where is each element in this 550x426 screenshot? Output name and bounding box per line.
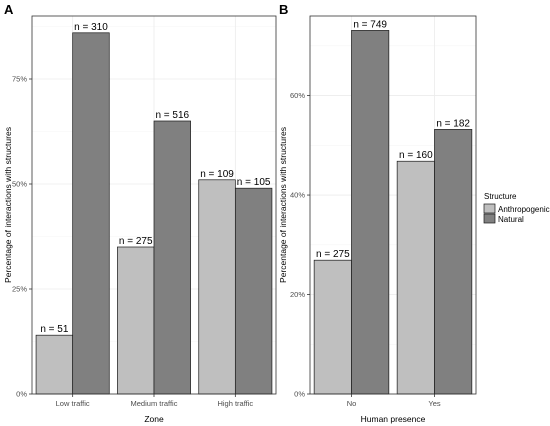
panel-b-count-label: n = 749 [353, 19, 387, 30]
panel-a-count-label: n = 105 [237, 177, 271, 188]
panel-b-y-tick-label: 0% [294, 390, 305, 399]
panel-b-tag: B [279, 2, 288, 17]
legend-key-natural [483, 213, 496, 224]
panel-b-bar-anthropogenic-2 [396, 160, 435, 395]
panel-a-count-label: n = 275 [119, 236, 153, 247]
panel-b-plot: n = 275 n = 749 No n = 160 n = 182 Yes 0% 20% 40… [290, 15, 477, 408]
panel-a-x-tick-label: Medium traffic [131, 399, 178, 408]
panel-b-count-label: n = 182 [436, 118, 470, 129]
panel-b-bar-natural-2 [434, 129, 473, 395]
panel-a-panel-border [31, 15, 277, 395]
panel-a-count-label: n = 516 [155, 110, 189, 121]
panel-a-bar-natural-2 [153, 120, 191, 395]
panel-b-x-tick-label: No [347, 399, 357, 408]
legend: Structure Anthropogenic Natural [483, 192, 550, 224]
panel-a-count-label: n = 310 [74, 22, 108, 33]
legend-key-anthropogenic [483, 203, 496, 214]
legend-label-anthropogenic: Anthropogenic [498, 205, 550, 214]
panel-a-plot: n = 51 n = 310 Low traffic n = 275 n = 516 Me… [12, 15, 277, 408]
panel-b-y-tick-label: 20% [290, 290, 305, 299]
panel-a-tag: A [4, 2, 14, 17]
panel-a-bar-anthropogenic-2 [117, 246, 155, 395]
panel-a-count-label: n = 109 [200, 169, 234, 180]
panel-a-y-tick-label: 25% [12, 285, 27, 294]
panel-b-ylabel: Percentage of interactions with structur… [278, 127, 288, 283]
panel-a-count-label: n = 51 [40, 324, 69, 335]
panel-a-xlabel: Zone [144, 414, 164, 424]
legend-title: Structure [484, 192, 517, 201]
panel-a-y-tick-label: 75% [12, 75, 27, 84]
panel-a-x-tick-label: High traffic [217, 399, 253, 408]
panel-a-x-tick-label: Low traffic [56, 399, 90, 408]
panel-b-x-tick-label: Yes [428, 399, 440, 408]
panel-b-y-tick-label: 60% [290, 91, 305, 100]
panel-a-y-tick-label: 0% [16, 390, 27, 399]
panel-b-xlabel: Human presence [361, 414, 426, 424]
panel-a-y-tick-label: 50% [12, 180, 27, 189]
panel-b-bar-anthropogenic-1 [313, 259, 352, 395]
panel-a-bar-natural-1 [72, 32, 110, 395]
panel-b-count-label: n = 160 [399, 150, 433, 161]
panel-a-ylabel: Percentage of interactions with structur… [3, 127, 13, 283]
panel-a-bar-anthropogenic-3 [198, 179, 236, 395]
panel-a-bar-anthropogenic-1 [35, 334, 74, 395]
panel-a-bar-natural-3 [234, 187, 273, 395]
legend-label-natural: Natural [498, 215, 524, 224]
panel-b-count-label: n = 275 [316, 249, 350, 260]
panel-b-bar-natural-1 [351, 30, 390, 395]
panel-b-y-tick-label: 40% [290, 191, 305, 200]
panel-b-panel-border [309, 15, 477, 395]
